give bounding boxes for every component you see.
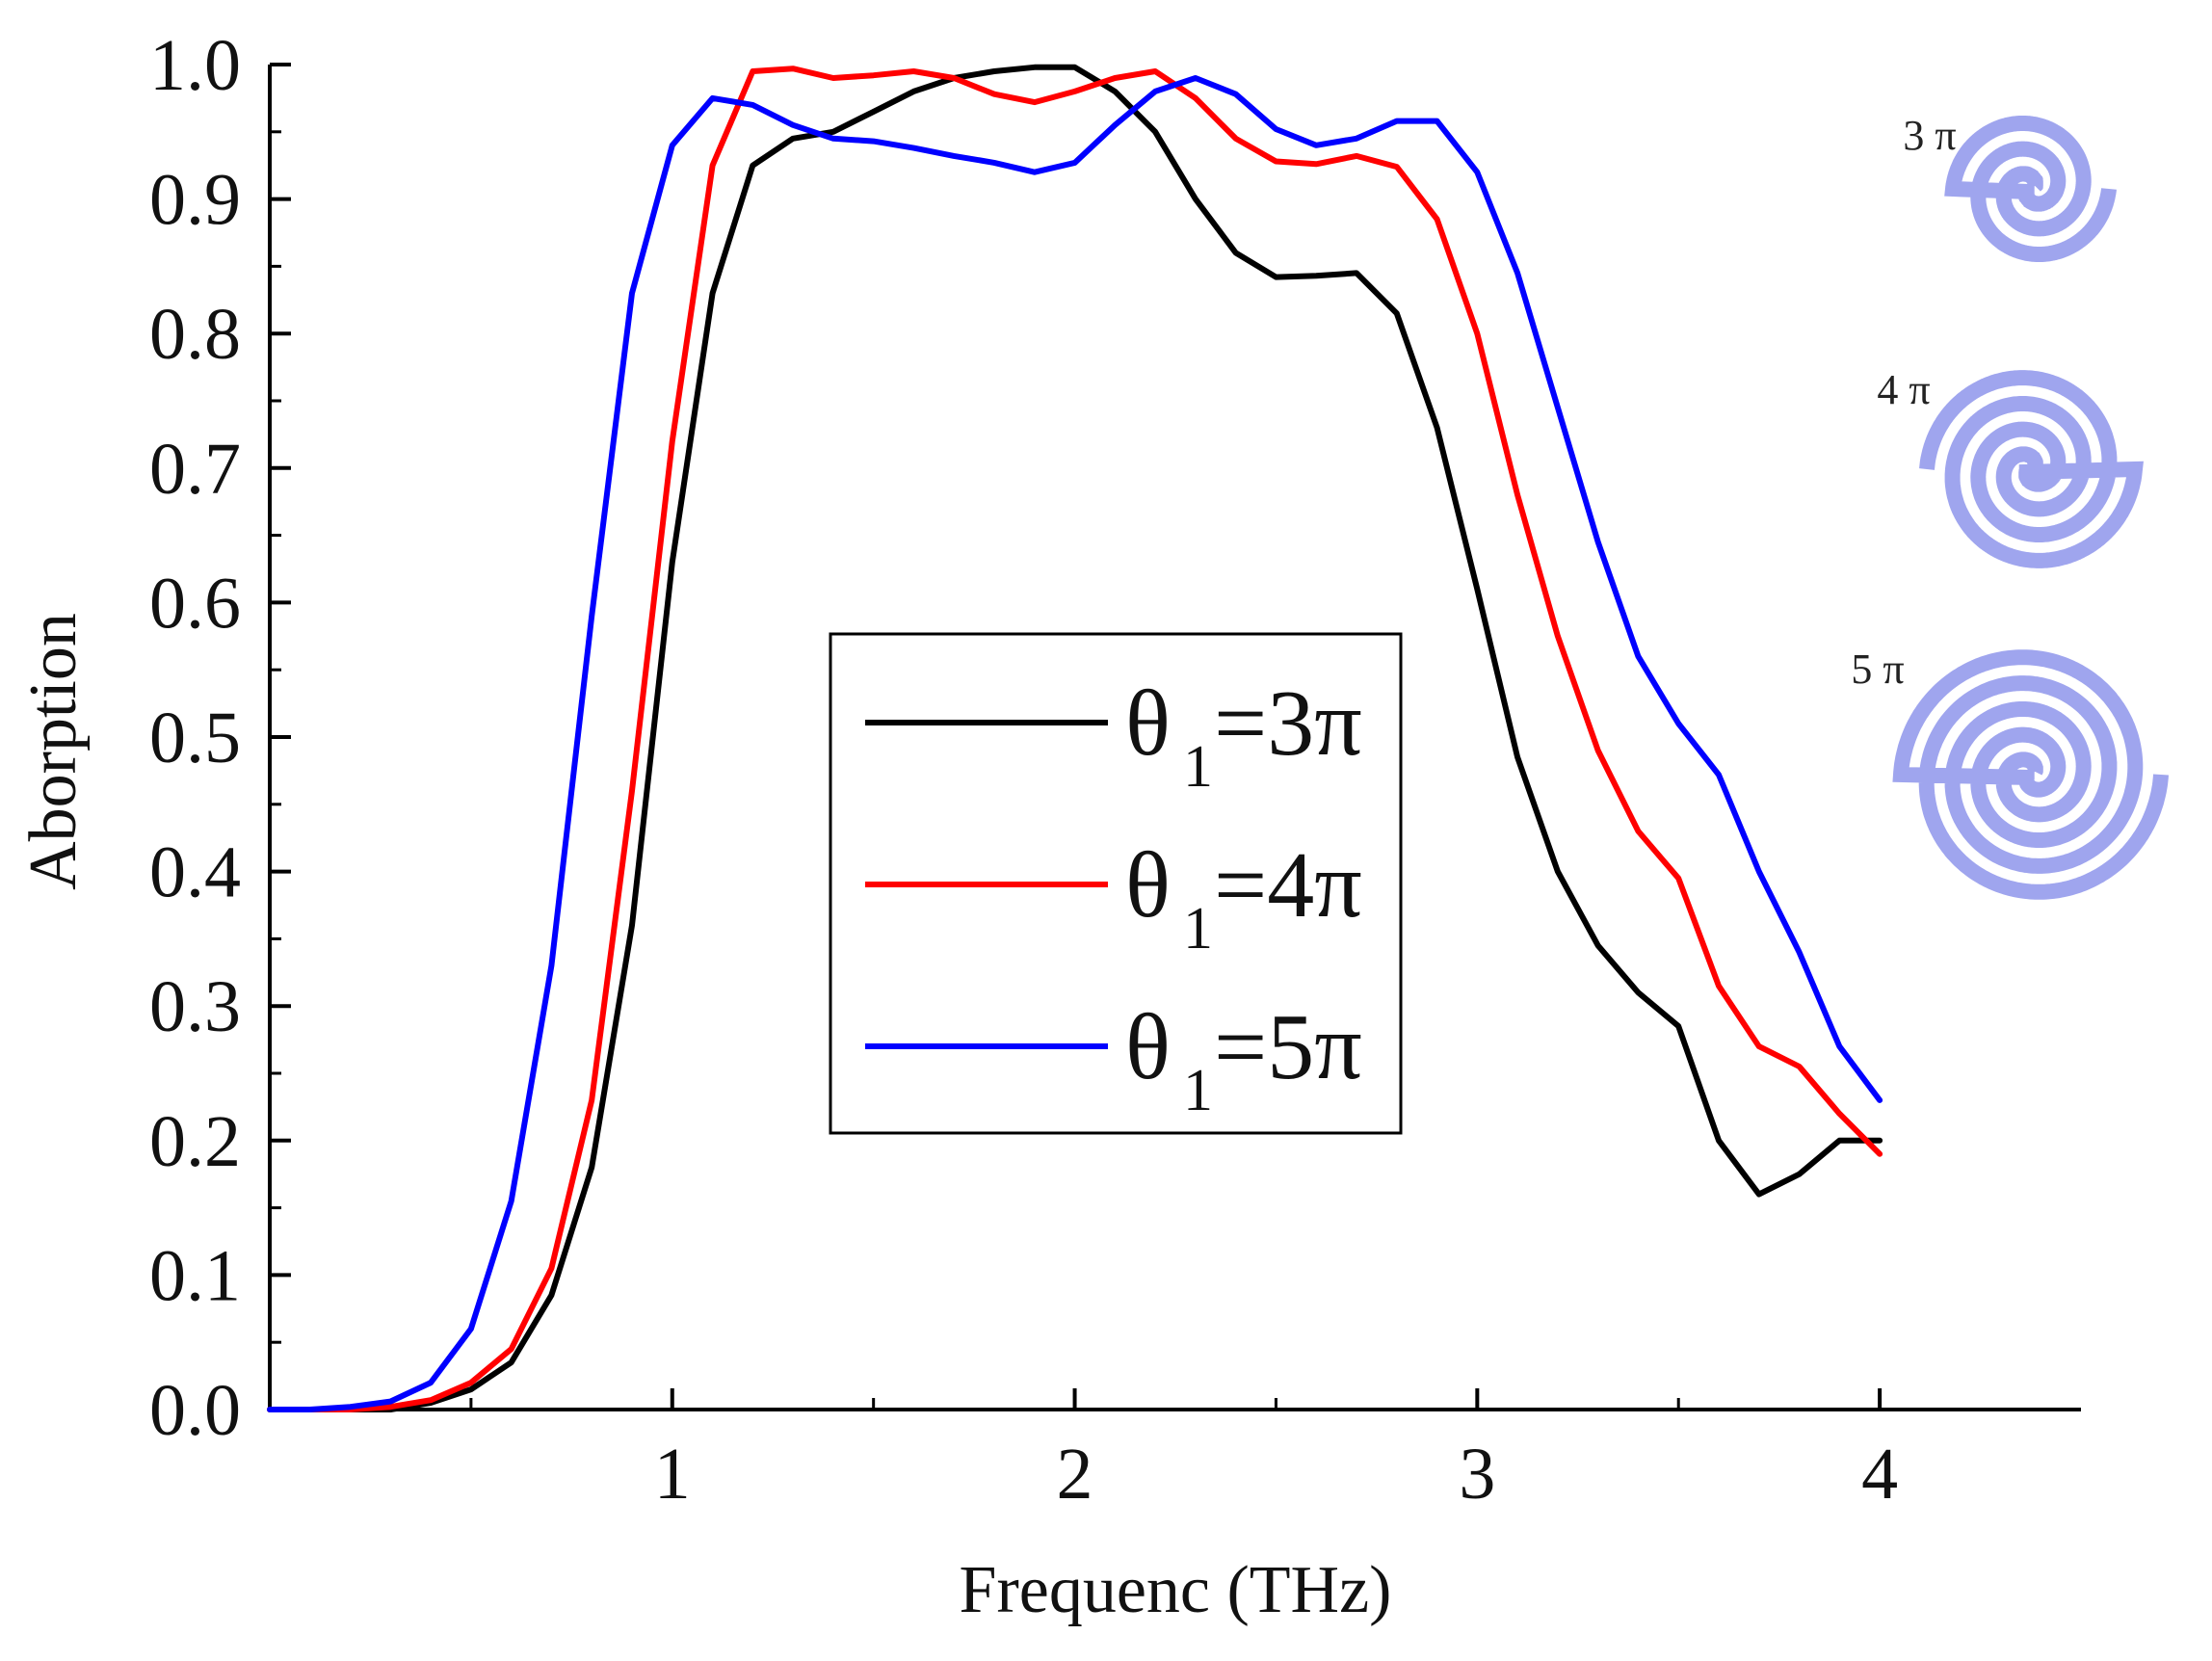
spiral-insets: 3 π 4 π 5 π <box>1851 112 2169 900</box>
spiral-icon <box>1892 649 2169 900</box>
spiral-icon <box>1919 370 2144 568</box>
x-tick-label: 2 <box>1057 1434 1093 1515</box>
spiral-inset-4pi: 4 π <box>1877 366 2144 568</box>
series-line-3 <box>267 75 1883 1412</box>
x-axis-title: Frequenc (THz) <box>960 1553 1392 1627</box>
legend: θ 1 =3πθ 1 =4πθ 1 =5π <box>829 632 1403 1135</box>
legend-value-1: =3π <box>1214 672 1362 776</box>
legend-theta-2: θ <box>1125 833 1171 937</box>
legend-theta-3: θ <box>1125 995 1171 1099</box>
spiral-inset-5pi: 5 π <box>1851 646 2169 900</box>
legend-theta-1: θ <box>1125 672 1171 776</box>
y-tick-label: 0.9 <box>149 160 241 241</box>
spiral-icon <box>1944 116 2117 262</box>
y-tick-label: 0.7 <box>149 429 241 510</box>
x-tick-label: 3 <box>1459 1434 1495 1515</box>
y-tick-label: 0.8 <box>149 294 241 375</box>
spiral-label: 4 π <box>1877 366 1930 413</box>
y-tick-label: 0.3 <box>149 966 241 1047</box>
legend-subscript-2: 1 <box>1183 896 1213 962</box>
legend-value-2: =4π <box>1214 833 1362 937</box>
y-tick-label: 0.1 <box>149 1235 241 1316</box>
legend-subscript-3: 1 <box>1183 1058 1213 1123</box>
series-line-1 <box>267 64 1883 1412</box>
legend-subscript-1: 1 <box>1183 734 1213 800</box>
spiral-label: 3 π <box>1903 112 1956 159</box>
series-layer <box>267 64 1883 1412</box>
chart-axes: 0.0 0.1 0.2 0.3 0.4 0.5 0.6 0.7 0.8 0.9 1.0 1 2 3 4 <box>149 25 2081 1515</box>
spiral-inset-3pi: 3 π <box>1903 112 2117 262</box>
y-axis-title: Aborption <box>16 613 91 890</box>
y-tick-label: 0.2 <box>149 1101 241 1182</box>
x-tick-label: 4 <box>1861 1434 1898 1515</box>
y-tick-label: 0.0 <box>149 1370 241 1451</box>
y-tick-label: 0.6 <box>149 563 241 644</box>
legend-value-3: =5π <box>1214 995 1362 1099</box>
series-line-2 <box>267 66 1883 1412</box>
y-tick-label: 1.0 <box>149 25 241 106</box>
y-tick-label: 0.5 <box>149 698 241 778</box>
spiral-label: 5 π <box>1851 646 1904 693</box>
y-tick-label: 0.4 <box>149 832 241 913</box>
x-tick-label: 1 <box>654 1434 691 1515</box>
